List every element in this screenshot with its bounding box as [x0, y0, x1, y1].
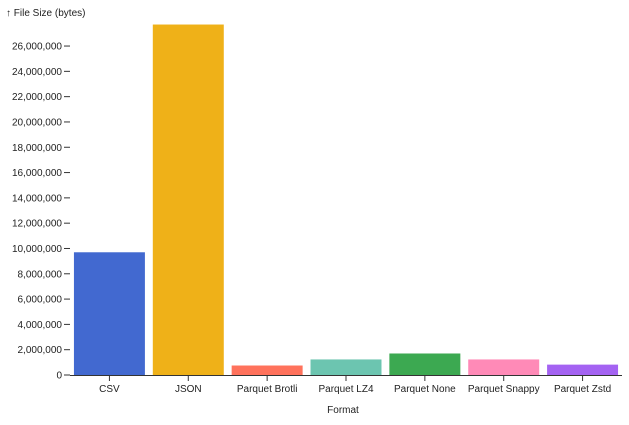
x-tick-label: CSV: [99, 384, 120, 395]
y-tick-label: 12,000,000: [12, 219, 62, 230]
y-tick-label: 4,000,000: [18, 320, 63, 331]
bars: [73, 24, 619, 376]
bar-csv: [73, 252, 145, 375]
y-tick-label: 20,000,000: [12, 117, 62, 128]
bar-parquet-zstd: [547, 364, 619, 375]
x-axis: CSV JSON Parquet Brotli Parquet LZ4 Parquet …: [70, 375, 622, 395]
y-tick-label: 14,000,000: [12, 193, 62, 204]
bar-parquet-none: [389, 353, 461, 375]
x-tick-label: Parquet None: [394, 384, 456, 395]
x-tick-label: Parquet Zstd: [554, 384, 611, 395]
bar-parquet-brotli: [231, 365, 303, 375]
y-tick-label: 8,000,000: [18, 269, 63, 280]
y-tick-label: 2,000,000: [18, 345, 63, 356]
y-tick-label: 10,000,000: [12, 244, 62, 255]
y-tick-label: 16,000,000: [12, 168, 62, 179]
y-tick-label: 22,000,000: [12, 92, 62, 103]
y-tick-label: 6,000,000: [18, 295, 63, 306]
y-tick-label: 24,000,000: [12, 67, 62, 78]
x-tick-label: Parquet Brotli: [237, 384, 298, 395]
x-tick-label: Parquet LZ4: [318, 384, 373, 395]
y-axis: 0 2,000,000 4,000,000 6,000,000 8,000,000 10,…: [12, 42, 70, 382]
x-tick-label: JSON: [175, 384, 202, 395]
bar-parquet-snappy: [468, 359, 540, 375]
y-tick-label: 0: [56, 371, 62, 382]
bar-parquet-lz4: [310, 359, 382, 375]
y-tick-label: 26,000,000: [12, 42, 62, 53]
bar-json: [152, 24, 224, 376]
y-axis-title: ↑ File Size (bytes): [6, 8, 85, 19]
x-axis-title: Format: [327, 405, 359, 416]
x-tick-label: Parquet Snappy: [468, 384, 540, 395]
y-tick-label: 18,000,000: [12, 143, 62, 154]
